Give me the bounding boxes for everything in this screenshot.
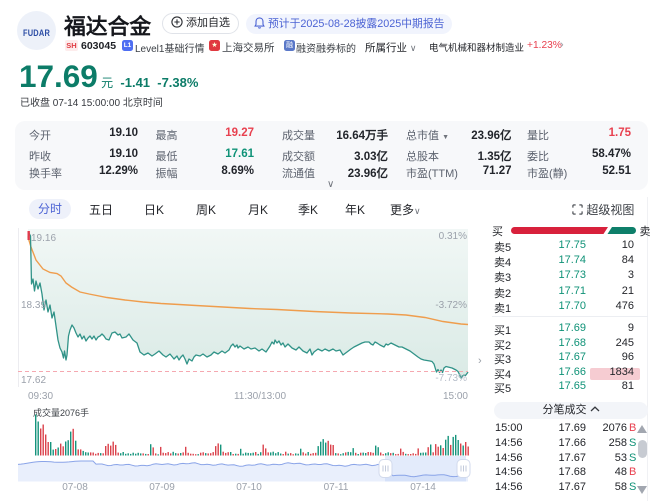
svg-text:11:30/13:00: 11:30/13:00 <box>234 391 287 402</box>
svg-text:07-09: 07-09 <box>149 482 175 493</box>
svg-text:0.31%: 0.31% <box>439 231 467 242</box>
svg-text:07-11: 07-11 <box>324 482 349 493</box>
svg-text:19.16: 19.16 <box>31 233 56 244</box>
svg-text:-3.72%: -3.72% <box>435 300 467 311</box>
svg-text:07-08: 07-08 <box>62 482 88 493</box>
svg-text:17.62: 17.62 <box>21 375 46 386</box>
svg-text:07-14: 07-14 <box>410 482 436 493</box>
svg-text:07-10: 07-10 <box>236 482 262 493</box>
svg-text:09:30: 09:30 <box>28 391 53 402</box>
svg-text:15:00: 15:00 <box>443 391 468 402</box>
svg-text:18.39: 18.39 <box>21 300 46 311</box>
svg-text:成交量2076手: 成交量2076手 <box>33 407 89 418</box>
svg-text:-7.73%: -7.73% <box>435 373 467 384</box>
